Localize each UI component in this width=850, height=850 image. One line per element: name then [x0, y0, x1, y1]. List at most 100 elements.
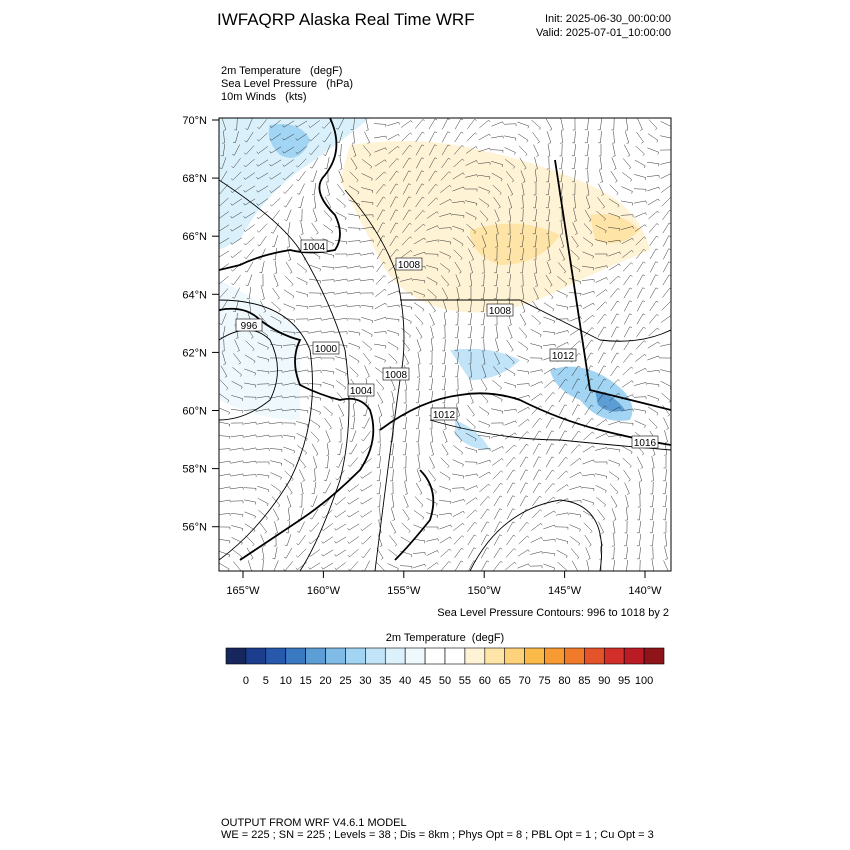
wind-barb	[230, 422, 244, 426]
colorbar-box	[623, 647, 645, 665]
wind-barb	[659, 149, 671, 151]
wind-barb	[390, 481, 394, 495]
wind-barb	[572, 170, 576, 183]
wind-barb	[571, 404, 581, 416]
wind-barb	[650, 481, 654, 495]
wind-barb	[621, 408, 634, 412]
wind-barb	[416, 429, 420, 443]
wind-barb	[233, 131, 239, 144]
wind-barb	[482, 352, 486, 365]
wind-barb	[453, 535, 465, 545]
wind-barb	[256, 146, 268, 154]
wind-barb	[622, 172, 633, 182]
colorbar-label: 25	[339, 675, 351, 687]
wind-barb	[571, 378, 581, 390]
contour-label: 1008	[489, 306, 512, 317]
wind-barb	[282, 146, 295, 154]
wind-barb	[429, 351, 433, 365]
wind-barb	[583, 314, 595, 324]
wind-barb	[493, 366, 502, 378]
wind-barb	[582, 279, 595, 282]
wind-barb	[544, 483, 555, 493]
wind-barb	[507, 508, 516, 520]
wind-barb	[219, 486, 231, 490]
wind-barb	[647, 355, 660, 361]
wind-barb	[335, 291, 348, 295]
wind-barb	[361, 252, 374, 256]
wind-barb	[296, 369, 309, 373]
wind-barb	[596, 419, 608, 427]
colorbar-title: 2m Temperature (degF)	[386, 632, 504, 644]
wind-barb	[295, 146, 307, 155]
wind-barb	[256, 223, 268, 233]
wind-barb	[256, 185, 269, 193]
wind-barb	[543, 539, 556, 542]
wind-barb	[621, 380, 634, 388]
wind-barb	[503, 123, 517, 127]
wind-barb	[219, 448, 231, 452]
wind-barb	[428, 183, 438, 194]
wind-barb	[391, 495, 395, 508]
wind-barb	[570, 536, 581, 546]
wind-barb	[647, 133, 659, 143]
wind-barb	[272, 287, 280, 300]
wind-barb	[633, 188, 647, 192]
wind-barb	[256, 198, 269, 206]
wind-barb	[636, 131, 644, 144]
wind-barb	[529, 565, 543, 569]
wind-barb	[625, 508, 628, 521]
wind-barb	[623, 547, 629, 560]
wind-barb	[260, 300, 267, 313]
wind-barb	[518, 418, 530, 427]
wind-barb	[584, 352, 594, 364]
wind-barb	[231, 381, 243, 389]
wind-barb	[608, 420, 621, 426]
contour-label-box	[382, 367, 410, 381]
contour-label-box	[312, 341, 340, 355]
wind-barb	[519, 521, 529, 532]
wind-barb	[348, 185, 360, 195]
wind-barb	[508, 313, 512, 326]
wind-barb	[520, 195, 524, 209]
wind-barb	[256, 210, 268, 220]
wind-barb	[610, 170, 618, 183]
wind-barb	[376, 547, 384, 560]
wind-barb	[478, 459, 491, 465]
wind-barb	[518, 341, 529, 351]
wind-barb	[257, 473, 270, 479]
wind-barb	[308, 132, 320, 142]
wind-barb	[427, 288, 437, 299]
wind-barb	[545, 456, 555, 468]
wind-barb	[349, 171, 359, 183]
colorbar-label: 10	[280, 675, 292, 687]
wind-barb	[309, 317, 322, 321]
wind-barb	[257, 370, 270, 374]
wind-barb	[663, 520, 667, 534]
wind-barb	[621, 445, 633, 455]
wind-barb	[559, 157, 563, 170]
wind-barb	[402, 157, 412, 169]
wind-barb	[230, 237, 243, 245]
wind-barb	[533, 247, 537, 261]
wind-barb	[426, 265, 439, 271]
wind-barb	[360, 292, 374, 296]
contour-label-box	[549, 348, 577, 362]
wind-barb	[323, 405, 333, 416]
lon-tick-label: 140°W	[628, 585, 662, 597]
wind-barb	[544, 288, 554, 300]
wind-barb	[493, 196, 501, 209]
wind-barb	[308, 370, 322, 374]
wind-barb	[597, 378, 607, 390]
wind-barb	[634, 367, 647, 374]
wind-barb	[504, 147, 516, 155]
wind-barb	[507, 326, 513, 339]
wind-barb	[661, 197, 671, 207]
wind-barb	[596, 301, 608, 311]
wind-barb	[505, 548, 516, 558]
wind-barb	[309, 264, 321, 272]
wind-barb	[558, 170, 564, 183]
wind-barb	[534, 157, 538, 170]
wind-barb	[257, 342, 269, 350]
wind-barb	[649, 495, 654, 508]
